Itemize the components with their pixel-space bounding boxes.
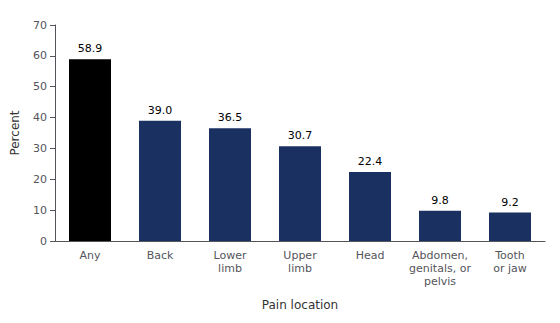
- svg-text:Any: Any: [79, 249, 100, 262]
- svg-text:Abdomen,: Abdomen,: [412, 249, 468, 262]
- svg-text:36.5: 36.5: [218, 111, 243, 124]
- svg-text:Pain location: Pain location: [262, 298, 338, 312]
- svg-text:0: 0: [40, 235, 47, 248]
- svg-text:or jaw: or jaw: [493, 262, 527, 275]
- svg-text:40: 40: [33, 111, 47, 124]
- svg-text:9.2: 9.2: [501, 196, 519, 209]
- svg-text:Back: Back: [147, 249, 174, 262]
- svg-text:39.0: 39.0: [148, 104, 173, 117]
- svg-text:30.7: 30.7: [288, 129, 313, 142]
- svg-text:genitals, or: genitals, or: [409, 262, 471, 275]
- svg-text:Lower: Lower: [214, 249, 247, 262]
- svg-text:50: 50: [33, 80, 47, 93]
- svg-text:9.8: 9.8: [431, 194, 449, 207]
- svg-text:pelvis: pelvis: [424, 275, 456, 288]
- svg-text:Percent: Percent: [8, 110, 22, 155]
- svg-text:10: 10: [33, 204, 47, 217]
- svg-text:22.4: 22.4: [358, 155, 383, 168]
- svg-text:30: 30: [33, 142, 47, 155]
- svg-text:70: 70: [33, 19, 47, 32]
- svg-text:60: 60: [33, 49, 47, 62]
- svg-text:Tooth: Tooth: [494, 249, 525, 262]
- svg-text:limb: limb: [218, 262, 242, 275]
- svg-text:limb: limb: [288, 262, 312, 275]
- svg-text:Head: Head: [356, 249, 385, 262]
- svg-text:Upper: Upper: [283, 249, 317, 262]
- svg-text:20: 20: [33, 173, 47, 186]
- svg-text:58.9: 58.9: [78, 42, 103, 55]
